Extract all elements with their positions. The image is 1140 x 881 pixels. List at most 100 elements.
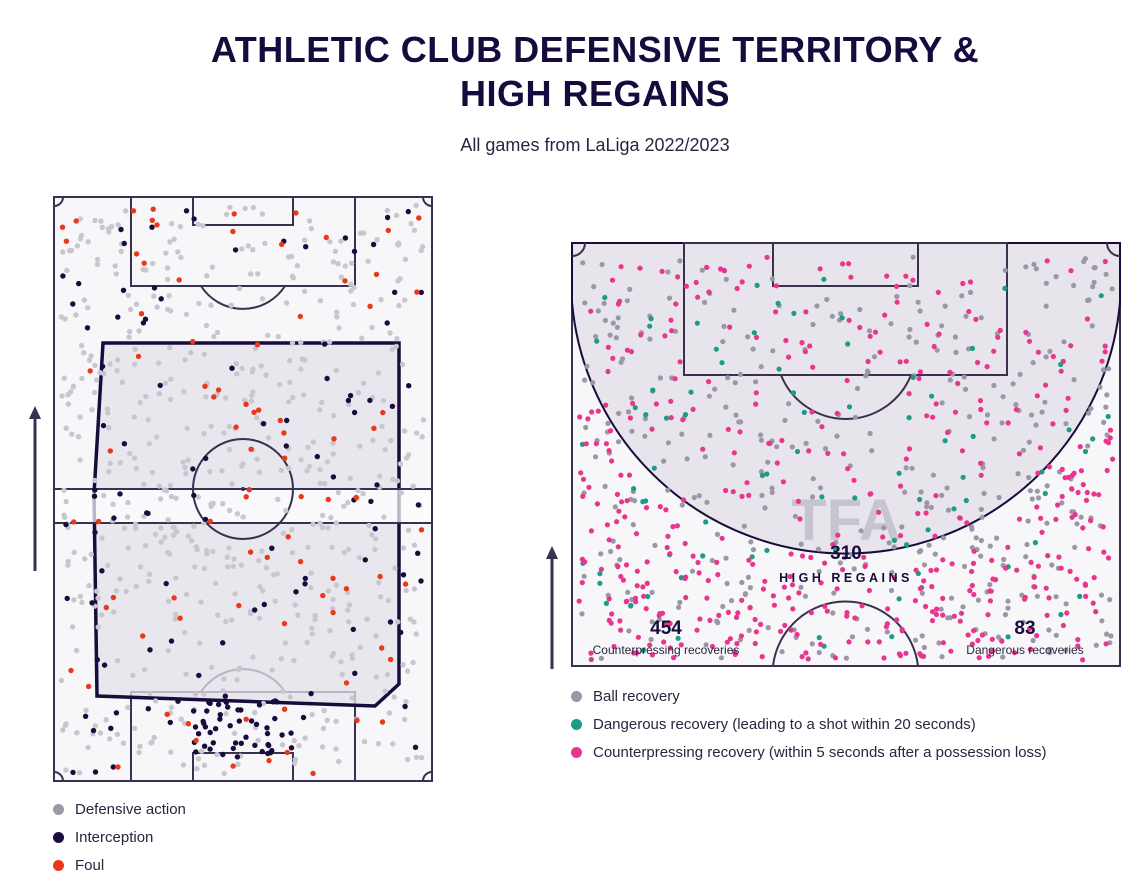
- ball-recovery-point: [1098, 592, 1105, 598]
- defensive-action-point: [92, 217, 98, 224]
- ball-recovery-point: [718, 655, 724, 661]
- interception-point: [175, 698, 181, 704]
- ball-recovery-point: [736, 419, 742, 425]
- ball-recovery-point: [984, 412, 991, 418]
- defensive-action-point: [207, 469, 213, 475]
- counterpressing-recovery-point: [779, 437, 785, 444]
- counterpressing-recovery-point: [916, 375, 922, 381]
- defensive-action-point: [295, 612, 301, 618]
- foul-point: [371, 425, 377, 431]
- ball-recovery-point: [871, 354, 878, 360]
- ball-recovery-point: [1033, 266, 1039, 272]
- defensive-action-point: [380, 397, 386, 404]
- defensive-action-point: [400, 662, 406, 668]
- interception-point: [232, 740, 239, 746]
- interception-point: [303, 244, 309, 250]
- counterpressing-recovery-point: [912, 598, 918, 604]
- counterpressing-recovery-point: [975, 359, 981, 366]
- dangerous-recovery-point: [764, 471, 770, 477]
- ball-recovery-point: [824, 296, 830, 303]
- defensive-action-point: [168, 493, 175, 500]
- defensive-action-point: [114, 658, 121, 664]
- defensive-action-point: [124, 514, 131, 520]
- ball-recovery-point: [1002, 612, 1009, 618]
- interception-point: [227, 723, 233, 729]
- defensive-action-point: [125, 545, 131, 551]
- defensive-action-point: [208, 664, 215, 671]
- defensive-action-point: [94, 588, 100, 594]
- chart-subtitle: All games from LaLiga 2022/2023: [460, 135, 730, 155]
- counterpressing-recovery-point: [1026, 338, 1033, 344]
- defensive-action-point: [342, 263, 348, 269]
- defensive-action-point: [125, 499, 131, 506]
- defensive-action-point: [203, 322, 210, 329]
- defensive-action-point: [258, 363, 264, 369]
- foul-point: [330, 609, 336, 616]
- ball-recovery-point: [906, 334, 912, 340]
- counterpressing-recovery-point: [840, 261, 846, 267]
- foul-point: [193, 737, 199, 744]
- defensive-action-point: [331, 413, 337, 419]
- counterpressing-recovery-point: [960, 280, 966, 287]
- ball-recovery-point: [884, 629, 890, 635]
- defensive-action-point: [131, 455, 138, 461]
- defensive-action-point: [366, 522, 372, 529]
- interception-point: [308, 690, 314, 697]
- defensive-action-point: [130, 672, 136, 679]
- counterpressing-recovery-point: [979, 632, 985, 638]
- counterpressing-recovery-point: [965, 632, 971, 638]
- counterpressing-recovery-point: [933, 401, 939, 407]
- counterpressing-recovery-point: [585, 416, 591, 422]
- interception-point: [191, 216, 197, 222]
- counterpressing-recovery-point: [1053, 516, 1059, 522]
- defensive-action-point: [382, 447, 388, 453]
- defensive-action-point: [201, 431, 207, 437]
- defensive-action-point: [408, 221, 414, 227]
- foul-point: [130, 208, 137, 214]
- defensive-action-point: [195, 494, 201, 500]
- defensive-action-point: [308, 225, 315, 232]
- defensive-action-point: [309, 625, 315, 631]
- ball-recovery-point: [732, 380, 738, 386]
- foul-point: [279, 241, 285, 248]
- ball-recovery-point: [770, 348, 776, 354]
- counterpressing-recovery-point: [1046, 595, 1052, 601]
- counterpressing-recovery-point: [973, 316, 979, 322]
- interception-point: [99, 568, 105, 574]
- defensive-action-point: [312, 616, 318, 623]
- legend-swatch-defensive-action: [53, 803, 64, 815]
- ball-recovery-point: [863, 373, 869, 379]
- defensive-action-point: [301, 288, 308, 295]
- interception-point: [279, 732, 285, 738]
- ball-recovery-point: [803, 440, 809, 446]
- ball-recovery-point: [1088, 406, 1094, 412]
- counterpressing-recovery-point: [707, 617, 713, 623]
- defensive-action-point: [173, 575, 179, 581]
- defensive-action-point: [92, 362, 98, 369]
- ball-recovery-point: [798, 541, 804, 547]
- defensive-action-point: [306, 463, 313, 469]
- defensive-action-point: [175, 249, 181, 255]
- counterpressing-recovery-point: [618, 472, 624, 478]
- ball-recovery-point: [1000, 394, 1006, 400]
- defensive-action-point: [259, 211, 266, 217]
- ball-recovery-point: [714, 618, 720, 624]
- counterpressing-recovery-point: [1075, 489, 1081, 496]
- defensive-action-point: [183, 671, 189, 677]
- defensive-action-point: [147, 690, 153, 697]
- ball-recovery-point: [746, 627, 752, 633]
- defensive-action-point: [131, 414, 137, 420]
- defensive-action-point: [123, 208, 129, 214]
- defensive-action-point: [194, 766, 200, 772]
- defensive-action-point: [346, 401, 352, 408]
- counterpressing-recovery-point: [989, 636, 995, 642]
- defensive-action-point: [240, 461, 246, 467]
- counterpressing-recovery-point: [693, 279, 699, 286]
- defensive-action-point: [183, 591, 190, 598]
- defensive-action-point: [282, 640, 289, 646]
- defensive-action-point: [326, 339, 333, 345]
- ball-recovery-point: [944, 485, 950, 491]
- ball-recovery-point: [822, 446, 829, 452]
- counterpressing-recovery-point: [999, 638, 1005, 644]
- ball-recovery-point: [902, 489, 908, 495]
